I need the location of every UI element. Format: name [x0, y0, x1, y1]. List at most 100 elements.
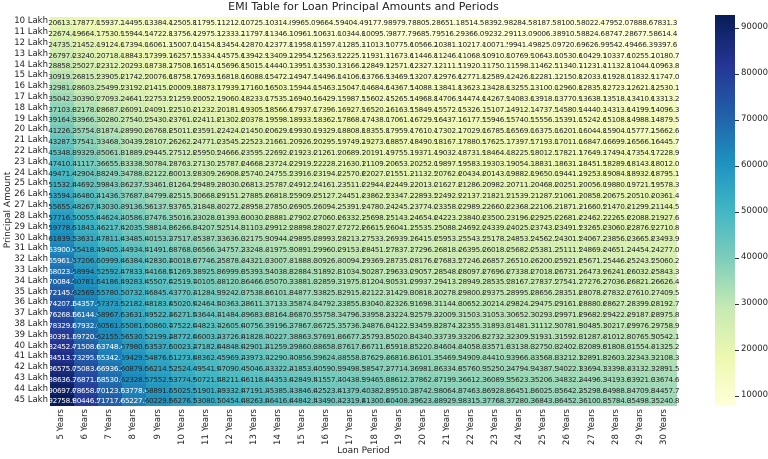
cell-value-label: 33966.4	[506, 353, 535, 363]
heatmap-cell: 42901.2	[241, 341, 270, 353]
cell-value-label: 35020.8	[385, 331, 414, 341]
heatmap-cell: 26032.4	[627, 265, 655, 277]
heatmap-cell: 12571.6	[386, 60, 414, 72]
cell-value-label: 24223.1	[434, 212, 463, 222]
cell-value-label: 39242.0	[217, 288, 246, 298]
cell-value-label: 25391.9	[337, 201, 366, 211]
heatmap-cell: 31264.5	[169, 179, 197, 191]
cell-value-label: 60561.4	[96, 320, 125, 330]
heatmap-cell: 66936.2	[96, 362, 125, 375]
heatmap-cell: 10344.8	[338, 27, 366, 40]
heatmap-cell: 27018.8	[531, 265, 559, 277]
heatmap-cell: 18795.1	[651, 168, 680, 180]
cell-value-label: 21061.3	[554, 191, 583, 201]
heatmap-cell: 26626.4	[651, 276, 680, 288]
cell-value-label: 35498.7	[627, 396, 656, 406]
heatmap-cell: 34193.6	[603, 373, 631, 385]
heatmap-cell: 53537.6	[145, 341, 173, 353]
heatmap-cell: 36928.8	[482, 384, 511, 396]
cell-value-label: 18167.3	[434, 137, 463, 146]
heatmap-cell: 10381.3	[434, 38, 462, 50]
cell-value-label: 40586.0	[120, 212, 149, 222]
heatmap-cell: 9664.5	[315, 17, 340, 29]
heatmap-cell: 17937.0	[289, 103, 318, 115]
heatmap-cell: 51273.8	[169, 351, 197, 364]
heatmap-cell: 11597.4	[314, 38, 342, 50]
cell-value-label: 32579.2	[409, 309, 439, 319]
heatmap-cell: 33855.8	[338, 297, 366, 310]
cell-value-label: 30287.1	[361, 266, 390, 276]
cell-value-label: 13841.8	[434, 82, 463, 92]
cell-value-label: 24301.5	[554, 234, 583, 244]
cell-value-label: 14496.8	[313, 72, 342, 82]
cell-value-label: 21302.8	[217, 115, 246, 125]
cell-value-label: 46384.0	[120, 255, 149, 265]
cell-value-label: 33138.0	[506, 342, 535, 352]
cell-value-label: 58994.1	[72, 266, 101, 276]
heatmap-cell: 44692.5	[72, 179, 101, 191]
cell-value-label: 25921.6	[554, 255, 583, 265]
heatmap-cell: 19054.3	[506, 157, 535, 169]
cell-value-label: 36870.5	[289, 309, 318, 319]
cell-value-label: 33468.1	[96, 137, 125, 146]
cell-value-label: 37617.6	[337, 342, 366, 352]
heatmap-cell: 37867.0	[289, 319, 318, 331]
cell-value-label: 27683.5	[434, 255, 463, 265]
cell-value-label: 50023.2	[168, 342, 197, 352]
cell-value-label: 41300.6	[361, 396, 390, 406]
cell-value-label: 12333.2	[217, 28, 246, 38]
heatmap-cell: 38863.5	[289, 330, 318, 342]
heatmap-cell: 14737.5	[531, 103, 559, 115]
heatmap-cell: 14580.9	[555, 103, 583, 115]
heatmap-cell: 8805.2	[411, 17, 437, 29]
cell-value-label: 27296.1	[409, 245, 439, 255]
cell-value-label: 18831.3	[530, 158, 559, 168]
heatmap-cell: 18233.0	[241, 92, 270, 104]
cell-value-label: 32514.8	[217, 223, 246, 233]
cell-value-label: 16445.7	[651, 137, 680, 146]
cell-value-label: 36981.8	[409, 363, 439, 373]
cell-value-label: 55081.0	[120, 320, 149, 330]
cell-value-label: 32859.3	[313, 277, 342, 287]
heatmap-cell: 22137.7	[458, 189, 487, 202]
heatmap-cell: 42523.8	[314, 384, 342, 396]
cell-value-label: 55025.5	[168, 385, 197, 395]
cell-value-label: 24451.4	[337, 191, 366, 201]
heatmap-cell: 17494.4	[603, 146, 631, 158]
cell-value-label: 12377.8	[265, 39, 294, 49]
heatmap-cell: 49541.9	[193, 362, 221, 375]
heatmap-cell: 14912.1	[506, 103, 535, 115]
cell-value-label: 37476.3	[144, 212, 173, 222]
heatmap-cell: 28990.0	[121, 125, 149, 137]
heatmap-cell: 23491.5	[555, 222, 583, 234]
cell-value-label: 60879.0	[120, 363, 149, 373]
x-tick-label: 9 Years	[152, 409, 163, 440]
colorbar-tick-mark	[735, 303, 739, 305]
heatmap-cell: 17625.1	[482, 135, 511, 148]
heatmap-cell: 18631.2	[555, 157, 583, 169]
heatmap-cell: 14440.7	[265, 60, 294, 72]
heatmap-cell: 38658.0	[314, 341, 342, 353]
heatmap-cell: 15944.5	[121, 27, 149, 40]
heatmap-cell: 46217.9	[96, 222, 125, 234]
heatmap-cell: 16429.7	[314, 92, 342, 104]
heatmap-cell: 21742.5	[121, 71, 149, 83]
heatmap-cell: 27060.6	[314, 211, 342, 223]
heatmap-cell: 12281.3	[531, 71, 559, 83]
cell-value-label: 20982.3	[482, 180, 511, 190]
heatmap-cell: 16569.0	[506, 125, 535, 137]
cell-value-label: 33212.1	[554, 353, 583, 363]
cell-value-label: 29976.7	[627, 320, 656, 330]
cell-value-label: 23743.8	[530, 223, 559, 233]
heatmap-cell: 25543.5	[458, 233, 487, 245]
cell-value-label: 34796.3	[337, 309, 366, 319]
heatmap-cell: 17354.9	[627, 146, 655, 158]
heatmap-cell: 35760.9	[458, 362, 487, 375]
heatmap-cell: 25535.1	[410, 222, 438, 234]
cell-value-label: 34988.8	[602, 385, 631, 395]
heatmap-cell: 29475.0	[531, 297, 559, 310]
cell-value-label: 13942.9	[241, 50, 270, 60]
heatmap-cell: 21299.2	[627, 200, 655, 212]
cell-value-label: 40590.9	[313, 363, 342, 373]
heatmap-cell: 26041.1	[386, 222, 414, 234]
